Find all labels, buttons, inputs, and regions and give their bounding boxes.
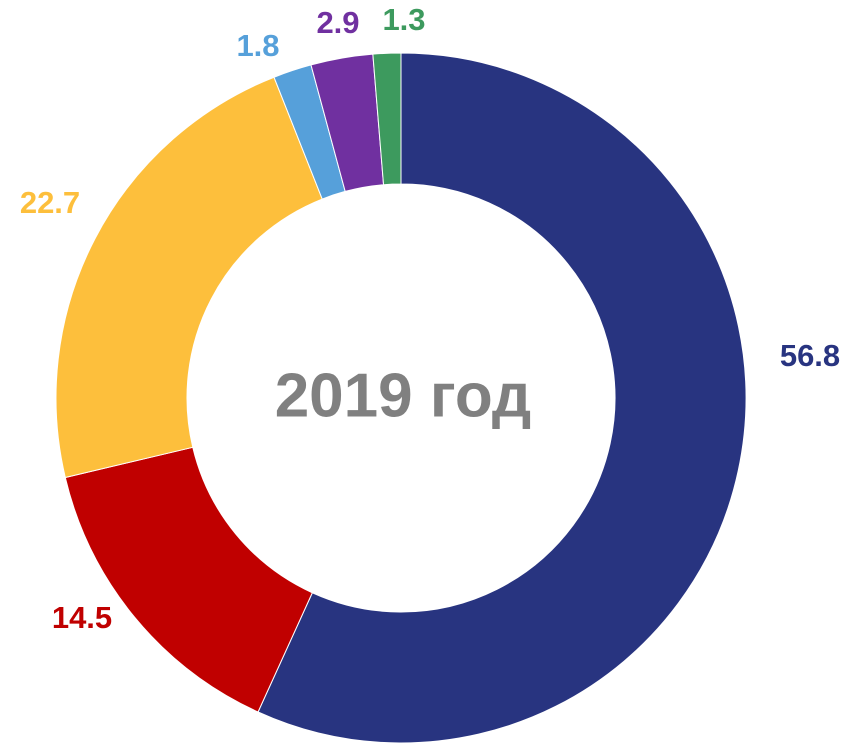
donut-slice — [372, 52, 402, 186]
data-label: 14.5 — [52, 600, 112, 635]
data-label: 2.9 — [316, 5, 359, 40]
donut-slice — [257, 52, 747, 743]
center-label: 2019 год — [275, 361, 532, 430]
data-label: 56.8 — [780, 338, 840, 373]
data-label: 22.7 — [20, 185, 80, 220]
donut-slice — [55, 76, 323, 479]
data-label: 1.3 — [382, 2, 425, 37]
data-label: 1.8 — [236, 28, 279, 63]
donut-slice — [64, 446, 313, 713]
